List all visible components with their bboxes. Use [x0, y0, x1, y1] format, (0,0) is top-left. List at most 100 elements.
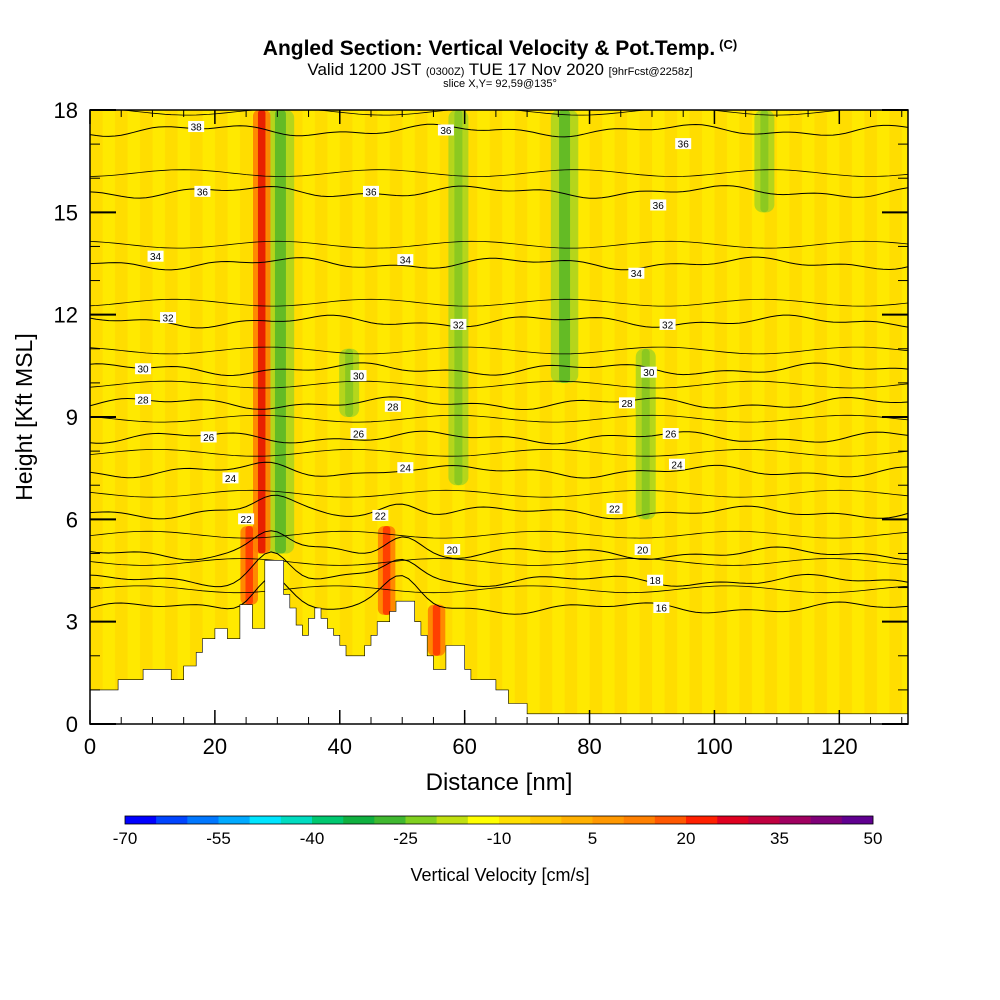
contour-label-text: 32 [162, 314, 174, 325]
contour-label-text: 36 [197, 187, 209, 198]
chart-subtitle: Valid 1200 JST (0300Z) TUE 17 Nov 2020 [… [307, 60, 693, 79]
colorbar-swatch [312, 816, 344, 824]
contour-label-box [647, 574, 664, 586]
colorbar-swatch [530, 816, 562, 824]
velocity-stripe [539, 110, 553, 724]
contour-label-text: 28 [138, 395, 150, 406]
colorbar-swatch [436, 816, 469, 824]
contour-label: 28 [384, 400, 401, 413]
contour-label-text: 36 [653, 201, 665, 212]
contour-label-text: 36 [678, 140, 690, 151]
contour-label-text: 24 [400, 464, 412, 475]
downdraft-core [454, 110, 463, 486]
downdraft-core [641, 348, 650, 520]
theta-contour-line [90, 461, 908, 479]
y-tick-label: 15 [54, 200, 78, 225]
terrain-mask [90, 560, 908, 724]
x-tick-label: 60 [452, 734, 476, 759]
contour-label: 24 [397, 462, 414, 475]
theta-contour-line [90, 298, 908, 307]
contour-label-box [450, 318, 467, 330]
theta-contour-line [90, 380, 908, 389]
theta-contour-line [90, 494, 908, 520]
contour-label-box [135, 393, 152, 405]
colorbar-swatch [748, 816, 780, 824]
colorbar-swatch [280, 816, 313, 824]
theta-contour-line [90, 575, 908, 615]
contour-label-box [147, 250, 164, 262]
colorbar-tick-label: -70 [113, 829, 138, 848]
x-tick-label: 120 [821, 734, 858, 759]
contour-label-text: 22 [241, 515, 253, 526]
colorbar: -70 -55 -40 -25 -10 5 20 35 50 [113, 815, 882, 848]
contour-label: 24 [222, 472, 239, 485]
velocity-stripe [214, 110, 228, 724]
contour-label-text: 30 [138, 365, 150, 376]
theta-contour-line [117, 110, 908, 116]
x-tick-label: 0 [84, 734, 96, 759]
contour-label: 34 [397, 254, 414, 267]
contour-label-box [372, 509, 389, 521]
contour-label-text: 26 [203, 433, 215, 444]
contour-label-box [634, 544, 651, 556]
theta-contour-line [90, 396, 908, 410]
contour-label-box [437, 124, 454, 136]
colorbar-tick-label: -10 [487, 829, 512, 848]
contour-label-box [188, 121, 205, 133]
colorbar-swatch [654, 816, 687, 824]
colorbar-swatch [249, 816, 282, 824]
theta-contour-line [90, 314, 908, 329]
contour-label-box [362, 185, 379, 197]
theta-contour-line [90, 530, 908, 539]
contour-label-text: 36 [365, 187, 377, 198]
y-tick-label: 9 [66, 405, 78, 430]
contour-label-text: 36 [440, 126, 452, 137]
velocity-stripe [527, 110, 541, 724]
contour-label-box [200, 431, 217, 443]
contour-label: 34 [628, 267, 645, 280]
velocity-stripe [739, 110, 753, 724]
velocity-stripe [826, 110, 840, 724]
colorbar-label: Vertical Velocity [cm/s] [410, 865, 589, 885]
velocity-stripe [164, 110, 178, 724]
contour-label-box [160, 312, 177, 324]
x-tick-label: 40 [328, 734, 352, 759]
contour-label: 36 [650, 199, 667, 212]
colorbar-swatch [561, 816, 593, 824]
contour-label-box [350, 428, 367, 440]
colorbar-swatch [499, 816, 531, 824]
contour-label: 20 [634, 544, 651, 557]
y-tick-label: 6 [66, 507, 78, 532]
velocity-stripe [514, 110, 528, 724]
contour-label: 32 [160, 312, 177, 325]
contour-label-text: 28 [621, 399, 633, 410]
velocity-stripe [864, 110, 878, 724]
velocity-stripe [751, 110, 765, 724]
theta-contour-line [90, 185, 908, 199]
contour-label-box [628, 267, 645, 279]
theta-contour-line [90, 169, 908, 177]
updraft-core [432, 604, 441, 656]
colorbar-swatch [810, 816, 843, 824]
contour-label-box [135, 363, 152, 375]
contour-label: 32 [450, 318, 467, 331]
contour-label-text: 32 [453, 320, 465, 331]
colorbar-swatch [218, 816, 250, 824]
contour-label-box [650, 199, 667, 211]
contour-label-text: 20 [637, 546, 649, 557]
updraft-core [257, 110, 266, 554]
velocity-stripe [127, 110, 141, 724]
colorbar-swatch [623, 816, 656, 824]
theta-contour-line [90, 346, 908, 355]
contour-label-text: 18 [650, 576, 662, 587]
contour-label-box [194, 185, 211, 197]
velocity-stripe [814, 110, 828, 724]
contour-label: 26 [662, 428, 679, 441]
chart-title: Angled Section: Vertical Velocity & Pot.… [262, 37, 738, 60]
theta-contour-line [90, 414, 908, 423]
x-axis: 0 20 40 60 80 100 120 [84, 110, 903, 759]
velocity-stripe [152, 110, 166, 724]
velocity-stripe [327, 110, 341, 724]
downdraft-column [754, 110, 775, 213]
contour-label-box [659, 318, 676, 330]
